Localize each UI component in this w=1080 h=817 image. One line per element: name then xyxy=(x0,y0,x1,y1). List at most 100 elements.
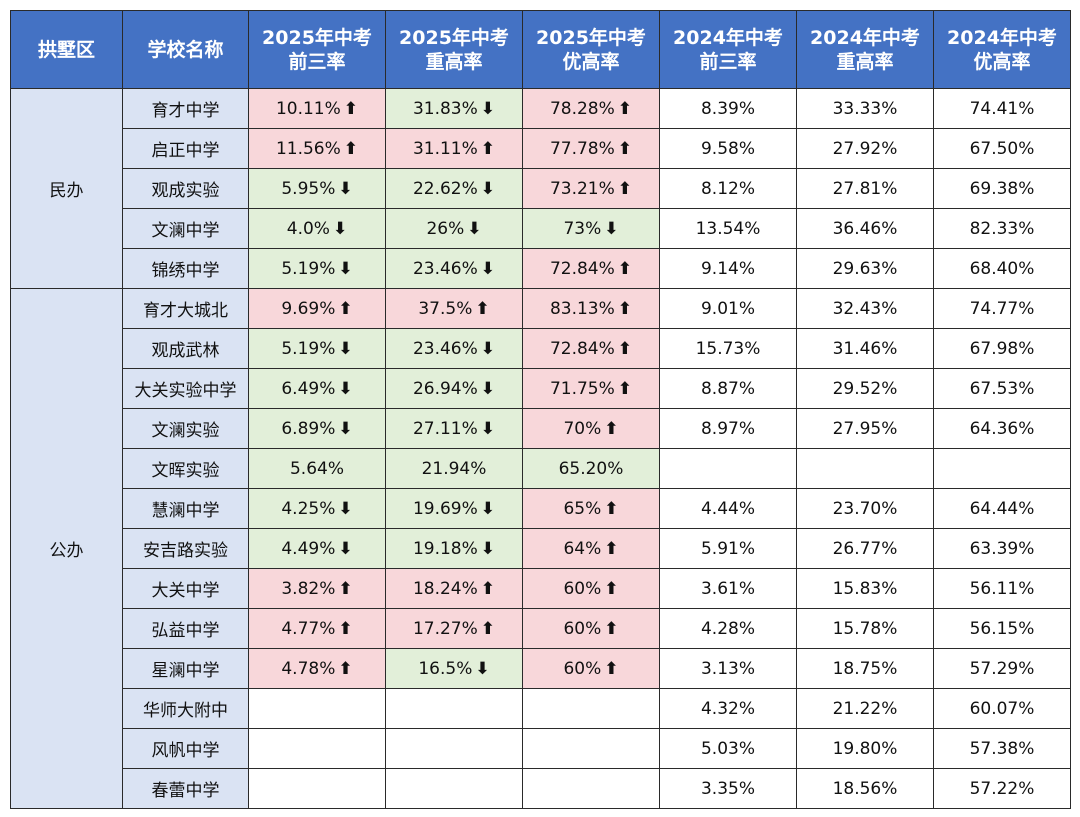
rate-2025-cell xyxy=(248,768,386,809)
rate-2025-cell: 19.18% ⬇ xyxy=(385,528,523,569)
rate-2025-cell: 60% ⬆ xyxy=(522,568,660,609)
rate-value: 4.25% xyxy=(281,498,336,519)
column-header-line: 优高率 xyxy=(973,50,1031,73)
column-header-line: 2024年中考 xyxy=(810,26,920,49)
school-name-cell: 启正中学 xyxy=(122,128,249,169)
rate-2025-cell: 4.0% ⬇ xyxy=(248,208,386,249)
arrow-up-icon: ⬆ xyxy=(480,138,496,159)
rate-2025-cell xyxy=(248,688,386,729)
rate-value: 26% xyxy=(426,218,465,239)
rate-value: 5.19% xyxy=(281,258,336,279)
rate-2024-cell: 9.01% xyxy=(659,288,797,329)
rate-value: 4.49% xyxy=(281,538,336,559)
school-name-cell: 大关实验中学 xyxy=(122,368,249,409)
rate-2024-cell: 5.03% xyxy=(659,728,797,769)
rate-2024-cell: 69.38% xyxy=(933,168,1071,209)
rate-2025-cell: 18.24% ⬆ xyxy=(385,568,523,609)
rate-2024-cell: 19.80% xyxy=(796,728,934,769)
rate-2024-cell: 9.58% xyxy=(659,128,797,169)
rate-2024-cell: 21.22% xyxy=(796,688,934,729)
rate-2024-cell: 82.33% xyxy=(933,208,1071,249)
arrow-up-icon: ⬆ xyxy=(604,498,619,519)
rate-2025-cell: 65.20% xyxy=(522,448,660,489)
exam-rate-table: 拱墅区 学校名称 2025年中考 前三率 2025年中考 重高率 2025年中考 优高率 202… xyxy=(10,10,1071,809)
arrow-up-icon: ⬆ xyxy=(617,338,633,359)
rate-value: 4.78% xyxy=(281,658,336,679)
school-name-cell: 育才大城北 xyxy=(122,288,249,329)
rate-value: 73.21% xyxy=(549,178,615,199)
rate-2025-cell: 83.13% ⬆ xyxy=(522,288,660,329)
rate-2024-cell: 29.63% xyxy=(796,248,934,289)
rate-2024-cell: 8.12% xyxy=(659,168,797,209)
rate-2024-cell: 4.28% xyxy=(659,608,797,649)
table-row: 民办 育才中学 10.11% ⬆ 31.83% ⬇ 78.28% ⬆ 8.39% 33.33% 74… xyxy=(10,88,1071,289)
rate-2025-cell: 21.94% xyxy=(385,448,523,489)
rate-2025-cell: 23.46% ⬇ xyxy=(385,328,523,369)
rate-2025-cell: 72.84% ⬆ xyxy=(522,248,660,289)
arrow-up-icon: ⬆ xyxy=(617,138,633,159)
rate-2024-cell: 67.53% xyxy=(933,368,1071,409)
table-row: 慧澜中学 4.25% ⬇ 19.69% ⬇ 65% ⬆ 4.44% 23.70% 64.44% xyxy=(11,488,1071,529)
rate-2024-cell: 63.39% xyxy=(933,528,1071,569)
rate-2025-cell: 31.83% ⬇ xyxy=(385,88,523,129)
rate-2025-cell: 27.11% ⬇ xyxy=(385,408,523,449)
arrow-down-icon: ⬇ xyxy=(475,658,490,679)
rate-value: 70% xyxy=(563,418,602,439)
rate-value: 5.64% xyxy=(289,458,344,479)
rate-2025-cell: 37.5% ⬆ xyxy=(385,288,523,329)
rate-2025-cell: 70% ⬆ xyxy=(522,408,660,449)
rate-value: 6.49% xyxy=(281,378,336,399)
arrow-down-icon: ⬇ xyxy=(338,178,353,199)
table-row: 文澜实验 6.89% ⬇ 27.11% ⬇ 70% ⬆ 8.97% 27.95% 64.36% xyxy=(11,408,1071,449)
rate-2024-cell: 9.14% xyxy=(659,248,797,289)
rate-value: 73% xyxy=(563,218,602,239)
rate-2025-cell: 60% ⬆ xyxy=(522,648,660,689)
arrow-up-icon: ⬆ xyxy=(617,378,633,399)
column-header-line: 2025年中考 xyxy=(262,26,372,49)
arrow-up-icon: ⬆ xyxy=(604,618,619,639)
school-name-cell: 安吉路实验 xyxy=(122,528,249,569)
school-name-cell: 锦绣中学 xyxy=(122,248,249,289)
rate-2025-cell: 4.78% ⬆ xyxy=(248,648,386,689)
rate-value: 27.11% xyxy=(412,418,478,439)
rate-2025-cell xyxy=(522,728,660,769)
arrow-up-icon: ⬆ xyxy=(617,298,633,319)
arrow-up-icon: ⬆ xyxy=(604,578,619,599)
rate-2025-cell: 73% ⬇ xyxy=(522,208,660,249)
rate-2024-cell xyxy=(796,448,934,489)
rate-2024-cell: 15.83% xyxy=(796,568,934,609)
rate-2025-cell: 78.28% ⬆ xyxy=(522,88,660,129)
rate-2024-cell: 13.54% xyxy=(659,208,797,249)
rate-2024-cell: 18.56% xyxy=(796,768,934,809)
column-header: 2024年中考 重高率 xyxy=(796,10,934,89)
rate-value: 22.62% xyxy=(412,178,478,199)
rate-2025-cell: 5.95% ⬇ xyxy=(248,168,386,209)
rate-value: 60% xyxy=(563,658,602,679)
rate-2025-cell: 22.62% ⬇ xyxy=(385,168,523,209)
school-name-cell: 春蕾中学 xyxy=(122,768,249,809)
column-header-line: 重高率 xyxy=(836,50,894,73)
table-row: 风帆中学 5.03% 19.80% 57.38% xyxy=(11,728,1071,769)
rate-2025-cell: 6.49% ⬇ xyxy=(248,368,386,409)
rate-2024-cell: 74.77% xyxy=(933,288,1071,329)
rate-value: 19.69% xyxy=(412,498,478,519)
rate-2024-cell: 33.33% xyxy=(796,88,934,129)
arrow-down-icon: ⬇ xyxy=(480,498,496,519)
rate-2024-cell xyxy=(659,448,797,489)
arrow-up-icon: ⬆ xyxy=(617,178,633,199)
rate-2024-cell: 74.41% xyxy=(933,88,1071,129)
rate-2025-cell: 71.75% ⬆ xyxy=(522,368,660,409)
school-name-cell: 育才中学 xyxy=(122,88,249,129)
rate-2025-cell xyxy=(385,728,523,769)
arrow-up-icon: ⬆ xyxy=(338,658,353,679)
table-body: 民办 育才中学 10.11% ⬆ 31.83% ⬇ 78.28% ⬆ 8.39% 33.33% 74… xyxy=(10,88,1071,809)
rate-2025-cell: 5.19% ⬇ xyxy=(248,248,386,289)
rate-2024-cell: 15.73% xyxy=(659,328,797,369)
header-row: 拱墅区 学校名称 2025年中考 前三率 2025年中考 重高率 2025年中考 优高率 202… xyxy=(10,10,1071,89)
rate-value: 11.56% xyxy=(275,138,341,159)
rate-2025-cell: 5.64% xyxy=(248,448,386,489)
arrow-down-icon: ⬇ xyxy=(480,98,496,119)
rate-2024-cell: 57.22% xyxy=(933,768,1071,809)
column-header-line: 优高率 xyxy=(562,50,620,73)
rate-value: 10.11% xyxy=(275,98,341,119)
